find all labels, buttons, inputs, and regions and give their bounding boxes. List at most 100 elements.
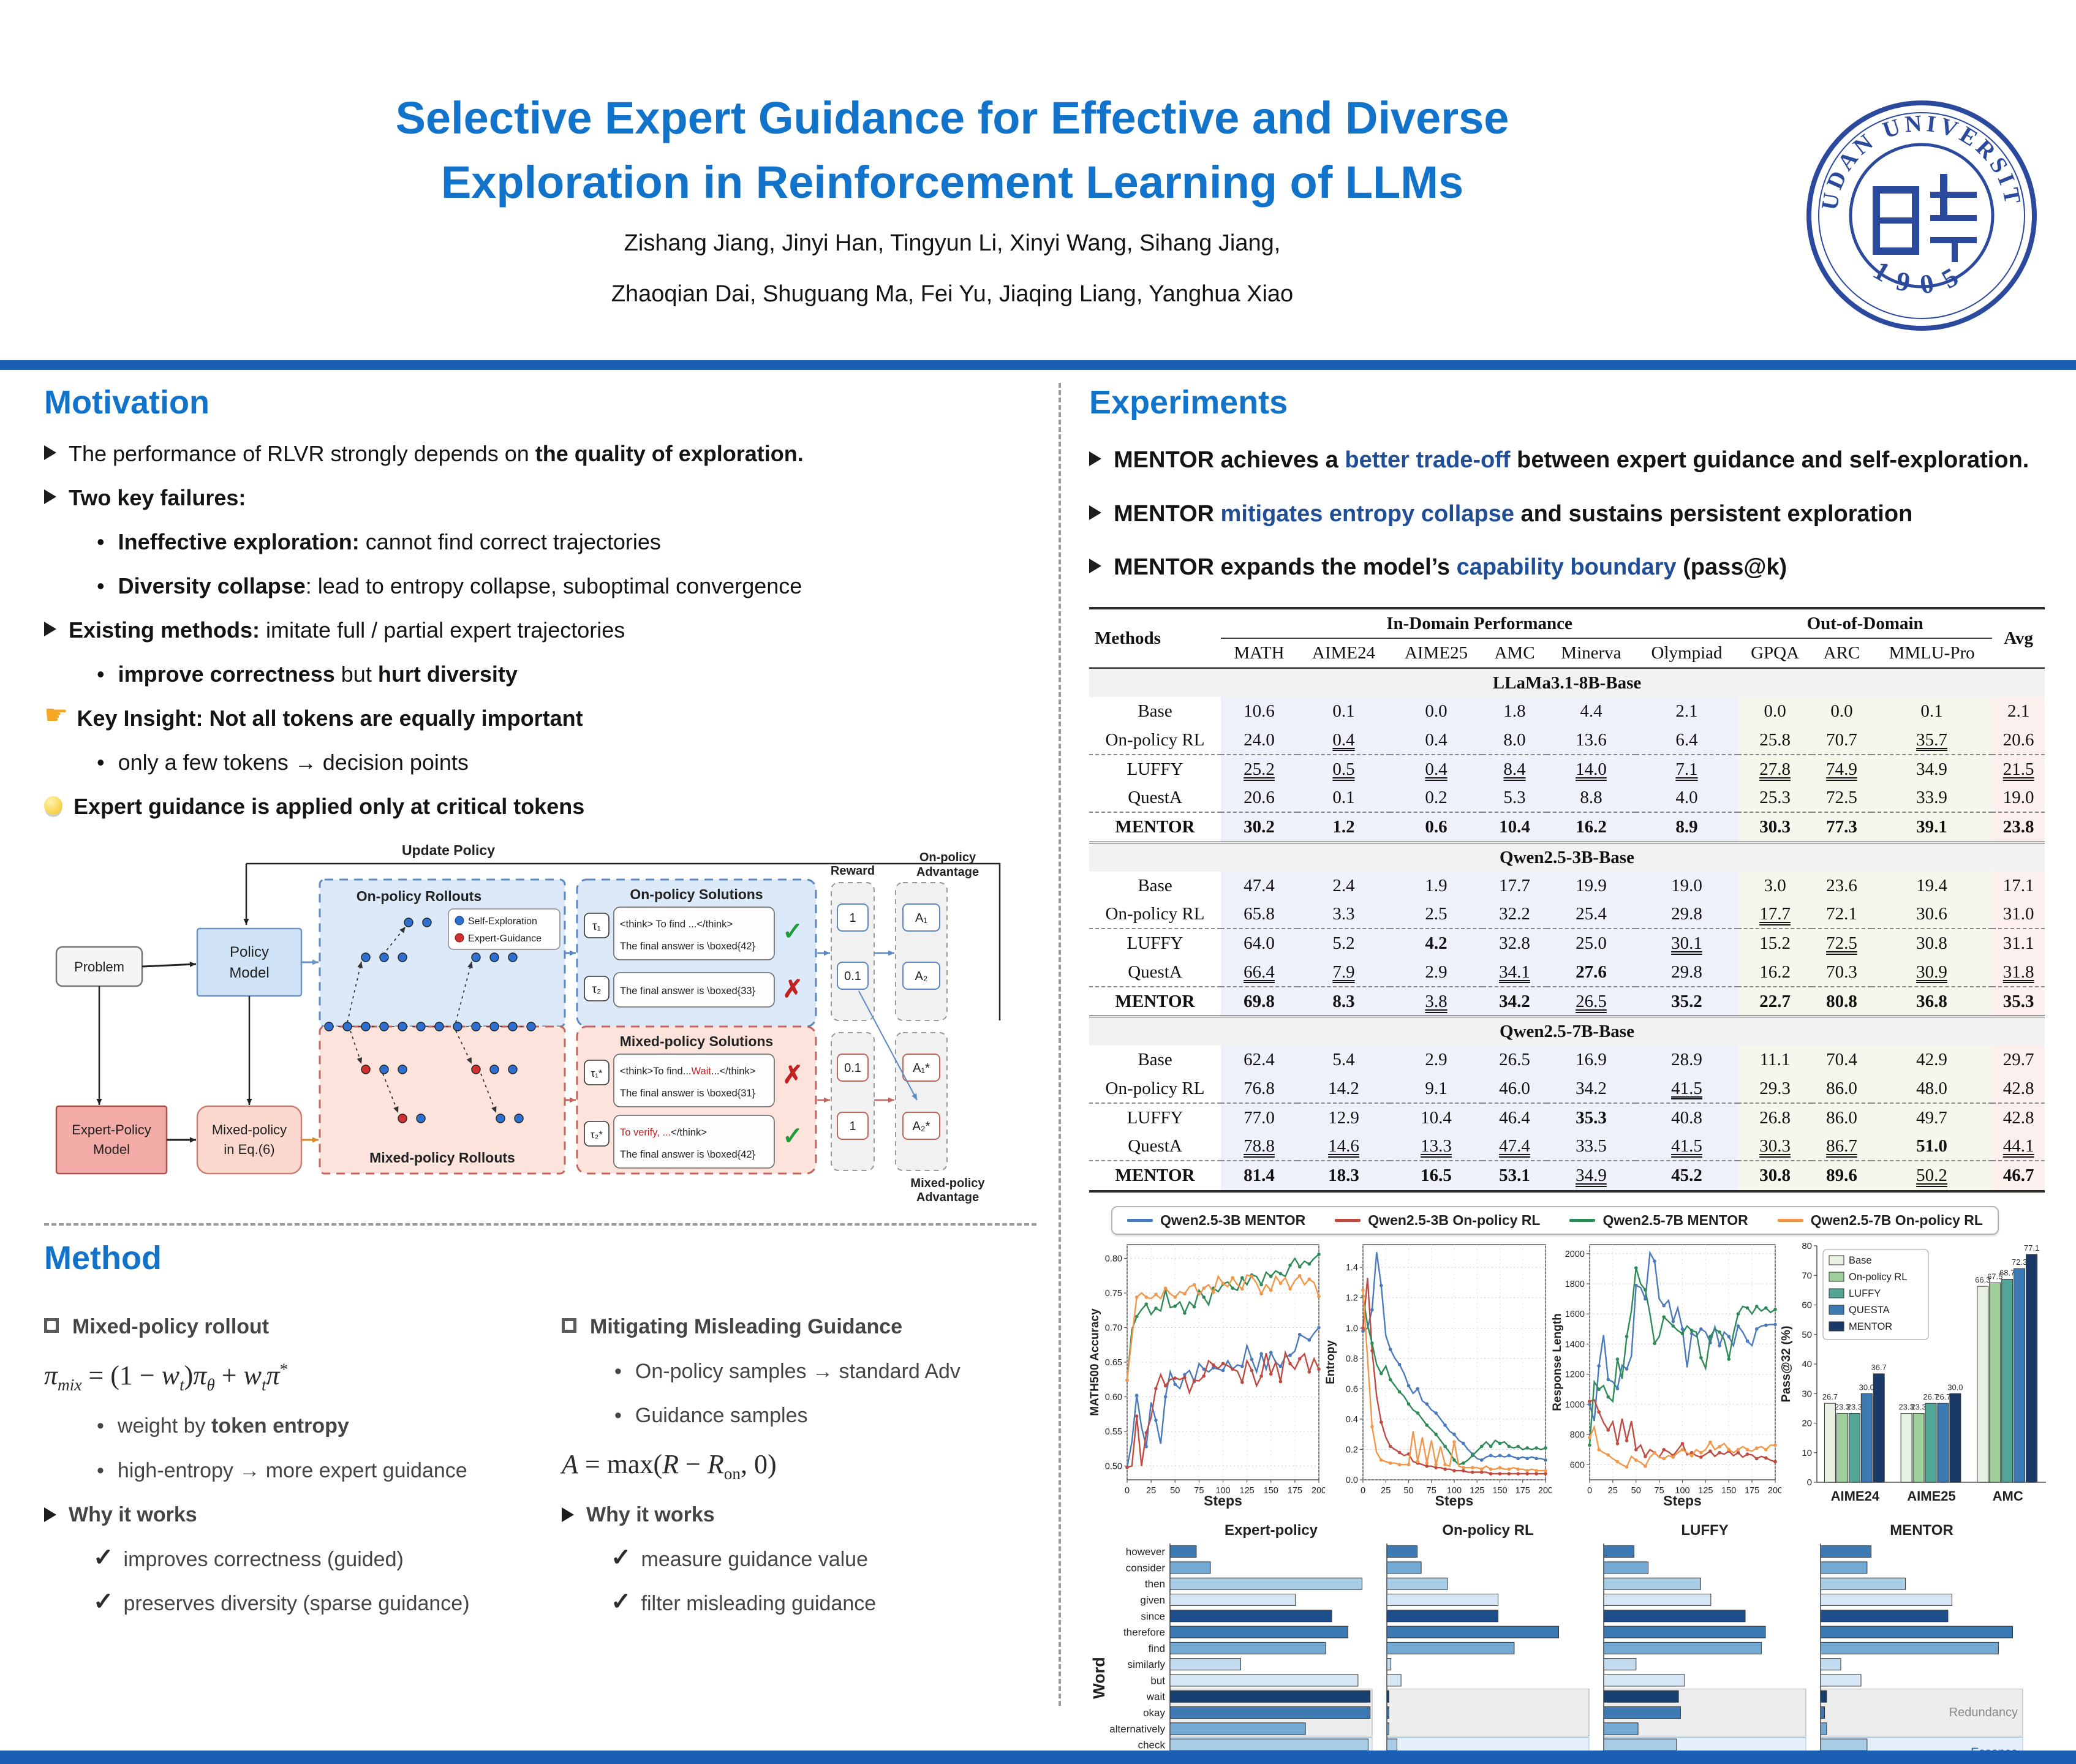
svg-text:Mixed-policy Solutions: Mixed-policy Solutions <box>620 1033 773 1049</box>
svg-text:26.7: 26.7 <box>1822 1392 1838 1401</box>
table-cell: 69.8 <box>1221 986 1297 1017</box>
table-cell: 12.9 <box>1297 1102 1391 1132</box>
arrow-marker-icon <box>1089 505 1101 520</box>
table-cell: 25.8 <box>1738 725 1813 755</box>
table-cell: 16.9 <box>1546 1046 1636 1074</box>
text-segment: hurt diversity <box>377 662 518 687</box>
svg-text:Pass@32 (%): Pass@32 (%) <box>1781 1325 1793 1402</box>
bullet-line: ☛ Key Insight: Not all tokens are equally… <box>44 700 1036 732</box>
line-text: Mitigating Misleading Guidance <box>590 1314 902 1340</box>
table-cell: 3.3 <box>1297 900 1391 929</box>
bullet-line: • On-policy samples → standard Adv <box>611 1359 1036 1385</box>
text-segment: preserves diversity (sparse guidance) <box>123 1592 470 1616</box>
svg-text:50: 50 <box>1170 1486 1180 1496</box>
text-segment: imitate full / partial expert trajectori… <box>260 617 625 643</box>
table-cell: 19.9 <box>1546 871 1636 900</box>
table-cell: 34.9 <box>1871 753 1993 783</box>
table-cell: 77.3 <box>1812 812 1871 842</box>
svg-text:Advantage: Advantage <box>916 865 979 879</box>
table-cell: 2.9 <box>1390 957 1483 987</box>
svg-text:66.3: 66.3 <box>1975 1275 1990 1284</box>
svg-text:0.6: 0.6 <box>1346 1384 1358 1394</box>
svg-text:10: 10 <box>1802 1447 1812 1458</box>
table-row: LUFFY 64.0 5.2 4.2 32.8 25.0 30.1 15.2 72.5 30.8 3… <box>1089 928 2045 958</box>
svg-text:AIME24: AIME24 <box>1831 1488 1880 1504</box>
bullet-marker-icon: • <box>97 1458 104 1482</box>
svg-text:✓: ✓ <box>782 918 803 945</box>
bullet-line: MENTOR mitigates entropy collapse and su… <box>1089 500 2054 529</box>
formula: πmix = (1 − wt)πθ + wtπ* <box>44 1359 519 1395</box>
table-row: On-policy RL 76.8 14.2 9.1 46.0 34.2 41.5 29.3 8… <box>1089 1074 2045 1103</box>
svg-text:40: 40 <box>1802 1359 1812 1370</box>
svg-text:60: 60 <box>1802 1300 1812 1310</box>
svg-text:Expert-Guidance: Expert-Guidance <box>468 933 542 944</box>
text-segment: improve correctness <box>118 662 335 687</box>
table-cell: 3.0 <box>1738 871 1813 900</box>
svg-text:0.65: 0.65 <box>1105 1358 1122 1368</box>
arrow-marker-icon <box>44 445 56 460</box>
table-cell: 33.9 <box>1871 783 1993 813</box>
svg-text:consider: consider <box>1126 1562 1166 1574</box>
header: Selective Expert Guidance for Effective … <box>184 86 1721 307</box>
table-cell: 72.5 <box>1812 783 1871 813</box>
table-cell: 29.7 <box>1992 1046 2045 1074</box>
table-cell: 16.5 <box>1390 1160 1483 1191</box>
table-cell: 46.0 <box>1482 1074 1547 1103</box>
svg-text:MENTOR: MENTOR <box>1849 1321 1892 1332</box>
text-segment: Why it works <box>586 1503 715 1527</box>
svg-text:1000: 1000 <box>1565 1400 1585 1409</box>
svg-text:find: find <box>1149 1642 1165 1654</box>
table-cell: 0.4 <box>1390 753 1483 783</box>
table-header-cell: MMLU-Pro <box>1871 638 1993 669</box>
table-cell: 44.1 <box>1992 1132 2045 1161</box>
left-column: Motivation The performance of RLVR stron… <box>44 380 1036 1635</box>
bullet-line: The performance of RLVR strongly depends… <box>44 440 1036 467</box>
svg-text:check: check <box>1138 1739 1166 1751</box>
table-cell: 4.2 <box>1390 928 1483 958</box>
bullet-line: MENTOR achieves a better trade-off betwe… <box>1089 446 2054 475</box>
math500-accuracy-chart: 0.50 0.55 0.60 0.65 0.70 0.75 0.80 0 25 50 75 100 12… <box>1089 1243 1325 1509</box>
table-cell: 0.1 <box>1297 697 1391 726</box>
table-header-cell: Minerva <box>1546 638 1636 669</box>
svg-text:72.3: 72.3 <box>2012 1257 2027 1267</box>
table-cell: 23.6 <box>1812 871 1871 900</box>
svg-text:200: 200 <box>1538 1486 1552 1496</box>
table-cell: 19.0 <box>1992 783 2045 813</box>
table-cell: 47.4 <box>1221 871 1297 900</box>
table-cell: 19.4 <box>1871 871 1993 900</box>
table-header-cell: ARC <box>1812 638 1871 669</box>
table-header-cell: AIME24 <box>1297 638 1391 669</box>
svg-text:LUFFY: LUFFY <box>1681 1522 1728 1539</box>
svg-text:1.2: 1.2 <box>1346 1293 1358 1303</box>
svg-text:0.1: 0.1 <box>844 970 861 983</box>
line-text: Key Insight: Not all tokens are equally … <box>77 704 583 732</box>
table-cell: 28.9 <box>1635 1046 1738 1074</box>
experiments-bullets: MENTOR achieves a better trade-off betwe… <box>1089 446 2054 582</box>
svg-text:75: 75 <box>1427 1486 1436 1496</box>
line-text: Mixed-policy rollout <box>72 1314 269 1340</box>
table-cell: 1.9 <box>1390 871 1483 900</box>
table-cell: 7.9 <box>1297 957 1391 987</box>
svg-text:Expert-Policy: Expert-Policy <box>72 1122 151 1137</box>
table-section-row: LLaMa3.1-8B-Base <box>1089 667 2045 698</box>
word-chart-panel-LUFFY: LUFFY0.00.20.40.60.81.0 <box>1603 1522 1806 1764</box>
line-chart-legend: Qwen2.5-3B MENTOR Qwen2.5-3B On-policy RL… <box>1111 1205 1999 1235</box>
text-segment: cannot find correct trajectories <box>359 529 661 554</box>
table-cell: 30.3 <box>1738 812 1813 842</box>
table-cell: 17.7 <box>1482 871 1547 900</box>
svg-text:1800: 1800 <box>1565 1280 1585 1289</box>
table-header-cell: Methods <box>1089 608 1221 669</box>
line-text: high-entropy → more expert guidance <box>118 1458 467 1484</box>
svg-text:600: 600 <box>1570 1460 1585 1470</box>
text-segment: − <box>679 1449 708 1479</box>
hand-marker-icon: ☛ <box>44 700 69 730</box>
line-text: Why it works <box>69 1502 197 1528</box>
table-cell: 32.8 <box>1482 928 1547 958</box>
legend-item: Qwen2.5-7B MENTOR <box>1569 1212 1748 1229</box>
check-marker-icon: ✓ <box>611 1588 632 1616</box>
text-segment: R <box>707 1449 724 1479</box>
experiments-heading: Experiments <box>1089 384 1288 421</box>
line-text: On-policy samples → standard Adv <box>635 1359 961 1385</box>
text-segment: mitigates entropy collapse <box>1220 500 1514 527</box>
motivation-bullets: The performance of RLVR strongly depends… <box>44 440 1036 820</box>
